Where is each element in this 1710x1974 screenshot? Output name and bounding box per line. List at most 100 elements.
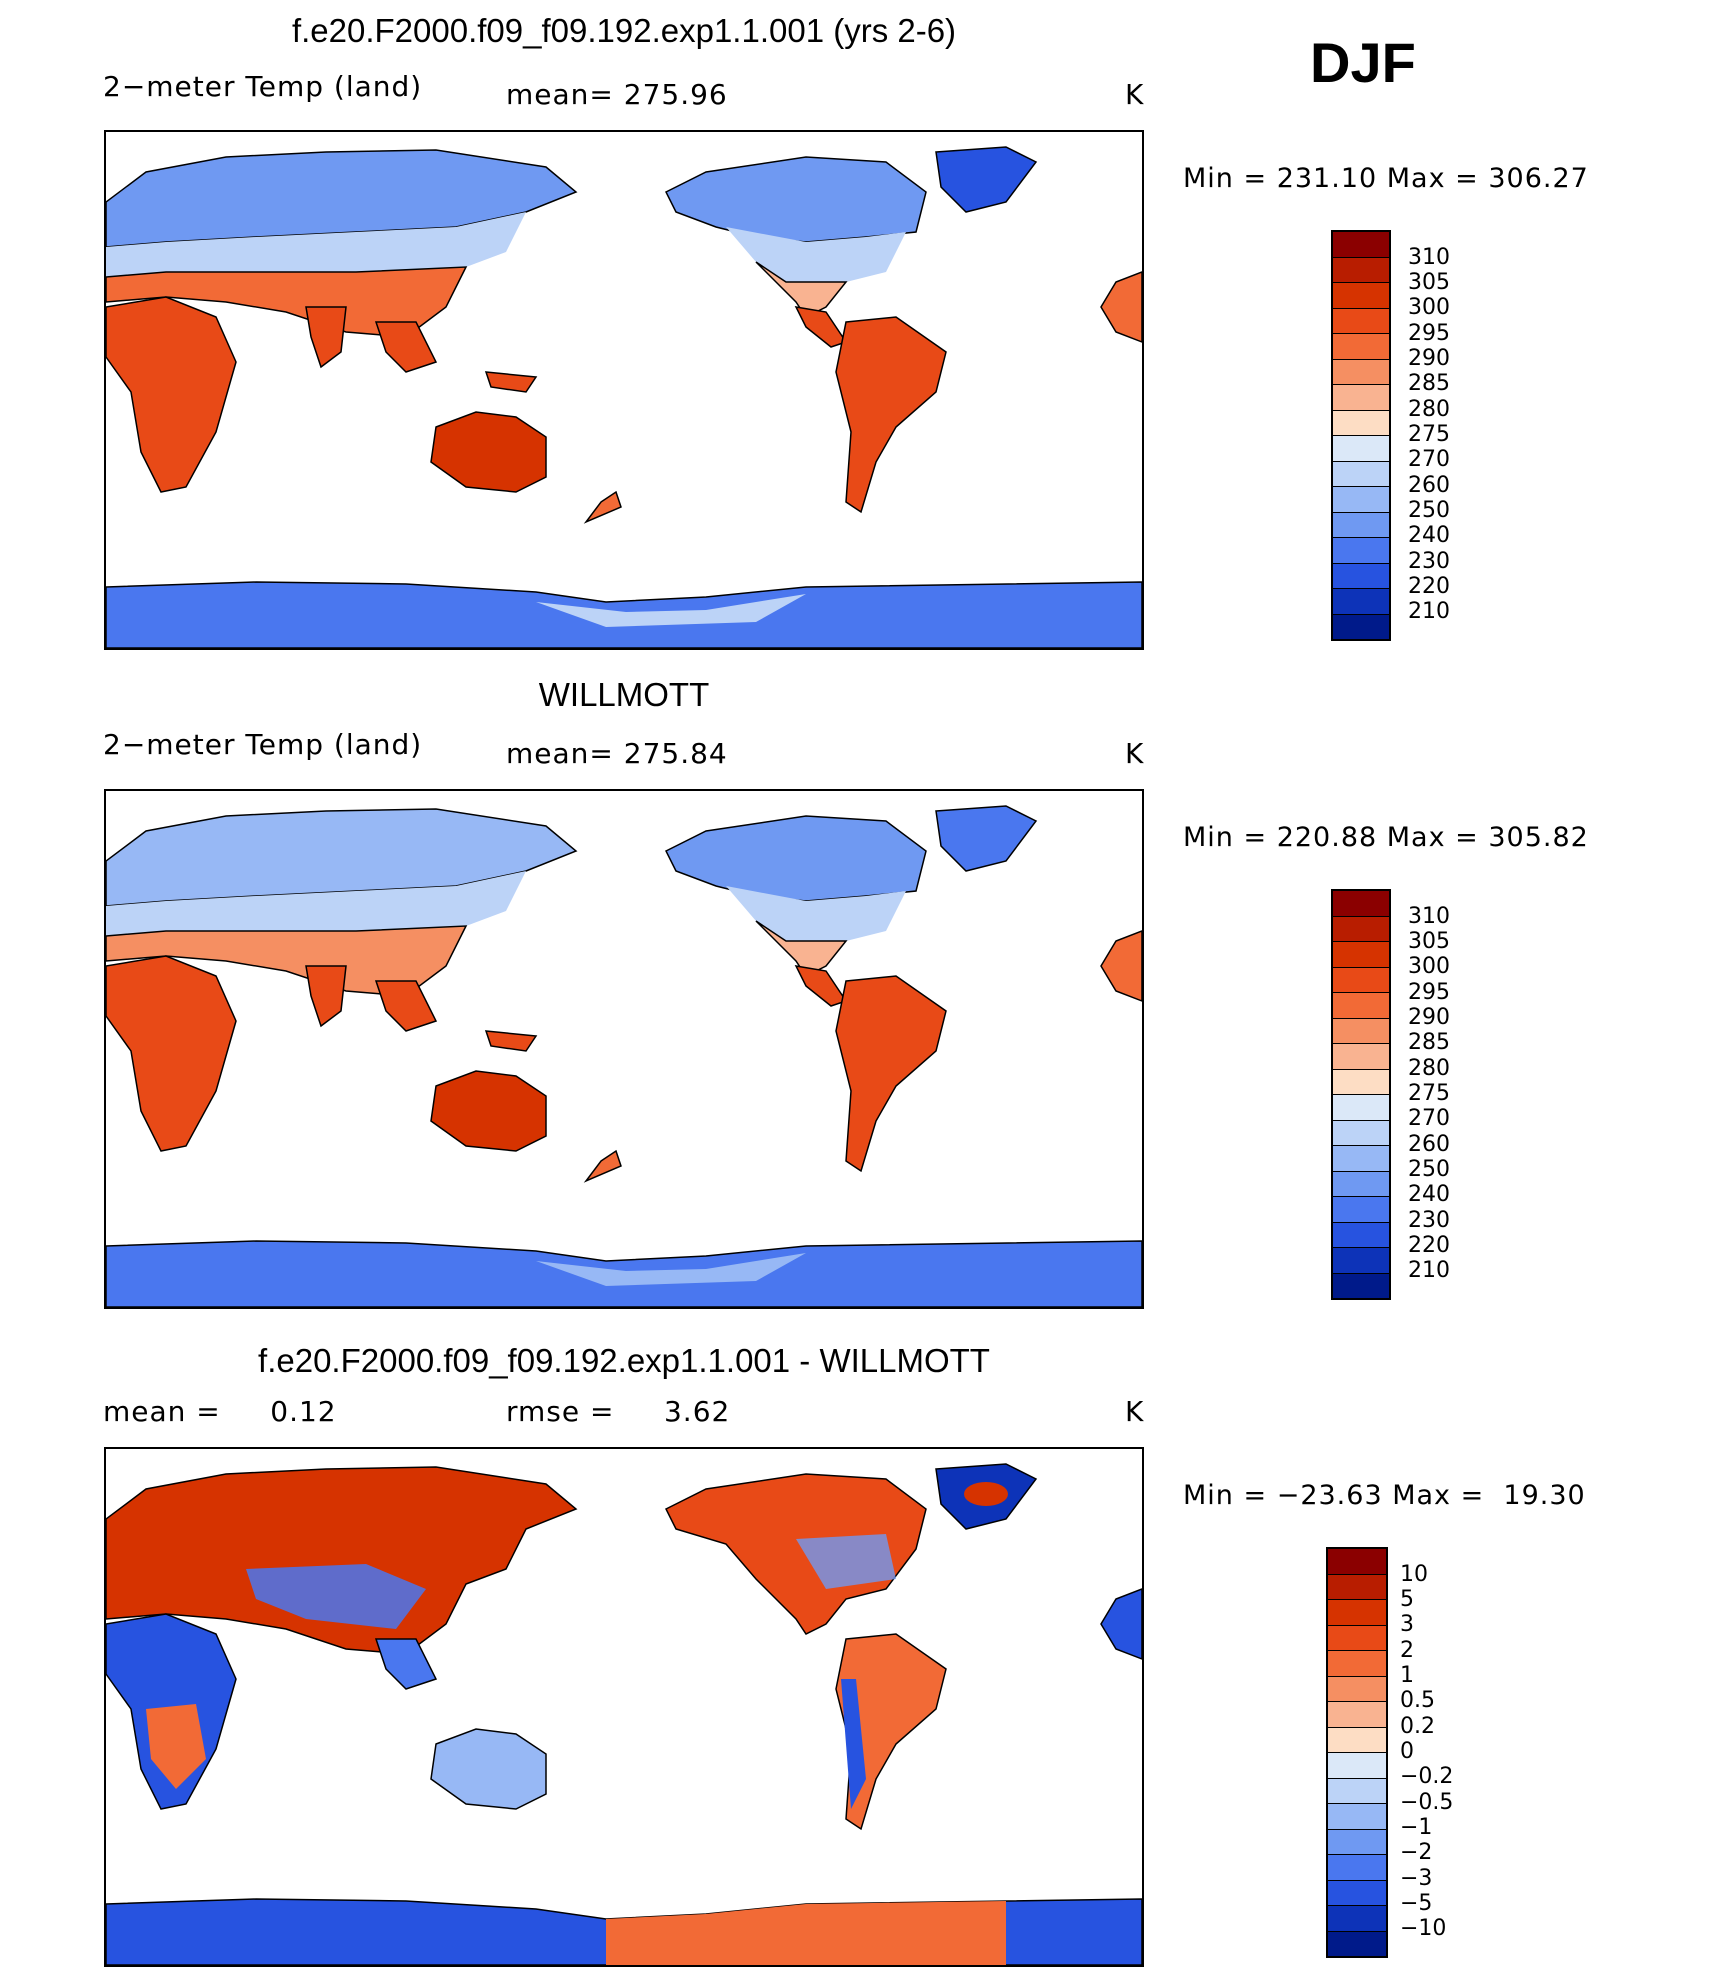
colorbar-swatch: [1333, 916, 1389, 942]
north-america-mid: [726, 886, 906, 941]
colorbar-tick-label: −0.5: [1400, 1789, 1454, 1815]
panel-3-mean-label: mean = 0.12: [103, 1395, 337, 1428]
panel-1-units: K: [1125, 78, 1145, 111]
panel-2-colorbar: [1331, 889, 1391, 1300]
colorbar-tick-label: 240: [1408, 523, 1450, 549]
eurasia-cool-patch: [246, 1564, 426, 1629]
colorbar-swatch: [1328, 1574, 1386, 1600]
season-label: DJF: [1310, 31, 1416, 94]
se-asia: [374, 980, 438, 1032]
greenland-warm-core: [964, 1482, 1008, 1506]
colorbar-tick-label: 295: [1408, 979, 1450, 1005]
africa-west-edge: [1100, 930, 1142, 1002]
panel-2-map-svg: [106, 805, 1142, 1307]
se-asia: [374, 1638, 438, 1690]
panel-2-colorbar-labels: 310 305 300 295 290 285 280 275 270 260 250 240 230 2…: [1408, 904, 1450, 1284]
colorbar-tick-label: 285: [1408, 1030, 1450, 1056]
colorbar-swatch: [1333, 410, 1389, 436]
colorbar-tick-label: 290: [1408, 1004, 1450, 1030]
colorbar-swatch: [1333, 385, 1389, 411]
eurasia-north: [106, 808, 578, 907]
colorbar-swatch: [1333, 436, 1389, 462]
colorbar-swatch: [1333, 538, 1389, 564]
antarctica-shelf: [536, 594, 806, 627]
colorbar-swatch: [1333, 1069, 1389, 1095]
colorbar-tick-label: 285: [1408, 371, 1450, 397]
colorbar-swatch: [1333, 1248, 1389, 1274]
north-america-south: [755, 920, 848, 977]
colorbar-tick-label: 250: [1408, 1156, 1450, 1182]
colorbar-tick-label: 3: [1400, 1612, 1414, 1638]
colorbar-swatch: [1328, 1778, 1386, 1804]
north-america-north: [664, 815, 927, 902]
colorbar-swatch: [1328, 1600, 1386, 1626]
colorbar-swatch: [1333, 1044, 1389, 1070]
colorbar-swatch: [1333, 1197, 1389, 1223]
eurasia-mid: [106, 871, 526, 936]
africa: [106, 296, 237, 493]
panel-1-mean-label: mean= 275.96: [506, 78, 728, 111]
colorbar-swatch: [1333, 942, 1389, 968]
colorbar-tick-label: 310: [1408, 903, 1450, 929]
panel-2-mean-label: mean= 275.84: [506, 737, 728, 770]
antarctica-shelf: [536, 1253, 806, 1286]
colorbar-swatch: [1333, 232, 1389, 258]
colorbar-swatch: [1333, 359, 1389, 385]
colorbar-tick-label: 220: [1408, 1232, 1450, 1258]
colorbar-swatch: [1333, 1171, 1389, 1197]
colorbar-swatch: [1328, 1702, 1386, 1728]
colorbar-tick-label: 210: [1408, 1258, 1450, 1284]
india: [305, 306, 347, 369]
australia: [430, 411, 547, 493]
colorbar-swatch: [1333, 993, 1389, 1019]
colorbar-swatch: [1333, 1273, 1389, 1298]
panel-3-units: K: [1125, 1395, 1145, 1428]
colorbar-swatch: [1328, 1549, 1386, 1575]
colorbar-swatch: [1328, 1753, 1386, 1779]
colorbar-swatch: [1333, 512, 1389, 538]
colorbar-swatch: [1333, 487, 1389, 513]
colorbar-tick-label: 280: [1408, 396, 1450, 422]
colorbar-swatch: [1328, 1651, 1386, 1677]
colorbar-swatch: [1333, 614, 1389, 639]
panel-1-map: [104, 130, 1144, 650]
south-america: [835, 975, 947, 1173]
panel-2-minmax: Min = 220.88 Max = 305.82: [1183, 822, 1589, 853]
colorbar-tick-label: 275: [1408, 421, 1450, 447]
panel-1-map-svg: [106, 146, 1142, 648]
colorbar-swatch: [1333, 334, 1389, 360]
colorbar-swatch: [1333, 891, 1389, 917]
colorbar-tick-label: −1: [1400, 1814, 1433, 1840]
panel-1-title: f.e20.F2000.f09_f09.192.exp1.1.001 (yrs …: [291, 12, 957, 49]
greenland: [935, 805, 1038, 872]
colorbar-tick-label: 275: [1408, 1080, 1450, 1106]
colorbar-tick-label: 0.5: [1400, 1688, 1435, 1714]
panel-2-map: [104, 789, 1144, 1309]
colorbar-tick-label: 270: [1408, 447, 1450, 473]
colorbar-tick-label: 1: [1400, 1662, 1414, 1688]
panel-3-minmax: Min = −23.63 Max = 19.30: [1183, 1480, 1586, 1511]
panel-1-minmax: Min = 231.10 Max = 306.27: [1183, 163, 1589, 194]
new-zealand: [583, 1149, 622, 1183]
colorbar-tick-label: 300: [1408, 295, 1450, 321]
colorbar-tick-label: −0.2: [1400, 1764, 1454, 1790]
colorbar-tick-label: 5: [1400, 1586, 1414, 1612]
colorbar-tick-label: 10: [1400, 1561, 1428, 1587]
eurasia-north: [106, 149, 578, 248]
north-america: [664, 1473, 927, 1635]
colorbar-tick-label: 250: [1408, 497, 1450, 523]
panel-3-title: f.e20.F2000.f09_f09.192.exp1.1.001 - WIL…: [258, 1342, 990, 1379]
colorbar-tick-label: 230: [1408, 548, 1450, 574]
africa-west-edge: [1100, 1588, 1142, 1660]
africa-warm-patch: [146, 1704, 206, 1789]
panel-3-colorbar: [1326, 1547, 1388, 1958]
colorbar-tick-label: 280: [1408, 1055, 1450, 1081]
colorbar-swatch: [1328, 1625, 1386, 1651]
colorbar-swatch: [1328, 1829, 1386, 1855]
panel-2-title: WILLMOTT: [538, 676, 710, 713]
panel-3-colorbar-labels: 10 5 3 2 1 0.5 0.2 0 −0.2 −0.5 −1 −2 −3 −5 −10: [1400, 1562, 1453, 1942]
colorbar-tick-label: −2: [1400, 1840, 1433, 1866]
colorbar-tick-label: 240: [1408, 1182, 1450, 1208]
colorbar-tick-label: −5: [1400, 1890, 1433, 1916]
central-america: [794, 965, 848, 1007]
